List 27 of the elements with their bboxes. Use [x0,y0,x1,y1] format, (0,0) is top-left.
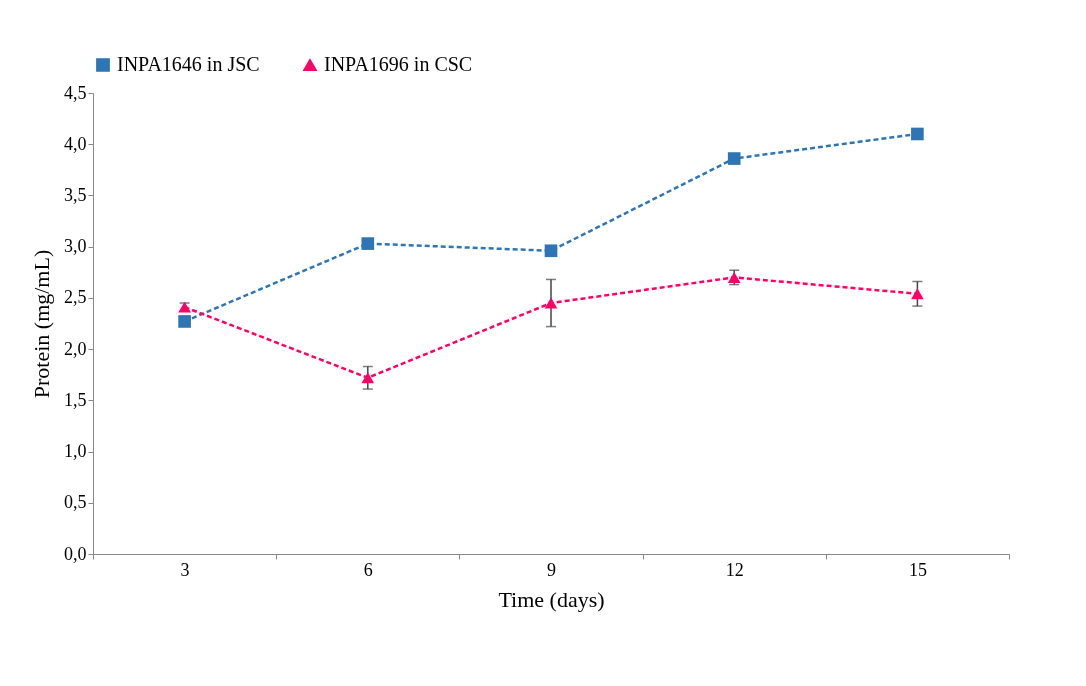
point [544,297,558,309]
y-tick-label: 2,0 [64,338,87,359]
y-tick-label: 4,0 [64,133,87,154]
point [911,127,924,141]
y-tick-label: 4,5 [64,82,87,103]
y-tick-label: 1,5 [64,389,87,410]
point [544,244,558,258]
y-tick-label: 0,5 [64,492,87,513]
x-axis-title: Time (days) [498,586,605,612]
y-tick-label: 2,5 [64,287,87,308]
point [911,288,924,300]
point [727,152,741,165]
legend-label: INPA1696 in CSC [324,53,473,75]
y-tick-label: 1,0 [64,441,87,462]
point [361,372,375,384]
legend-label: INPA1646 in JSC [117,53,260,75]
x-tick-label: 15 [908,559,927,580]
y-axis-title: Protein (mg/mL) [29,249,54,399]
y-tick-label: 3,0 [64,236,87,257]
point [361,237,375,250]
x-tick-label: 3 [180,559,190,580]
point [178,315,191,328]
y-tick-label: 0,0 [64,543,87,564]
y-tick-label: 3,5 [64,184,87,205]
x-tick-label: 9 [547,559,556,580]
x-tick-label: 6 [363,559,373,580]
x-tick-label: 12 [725,559,744,580]
